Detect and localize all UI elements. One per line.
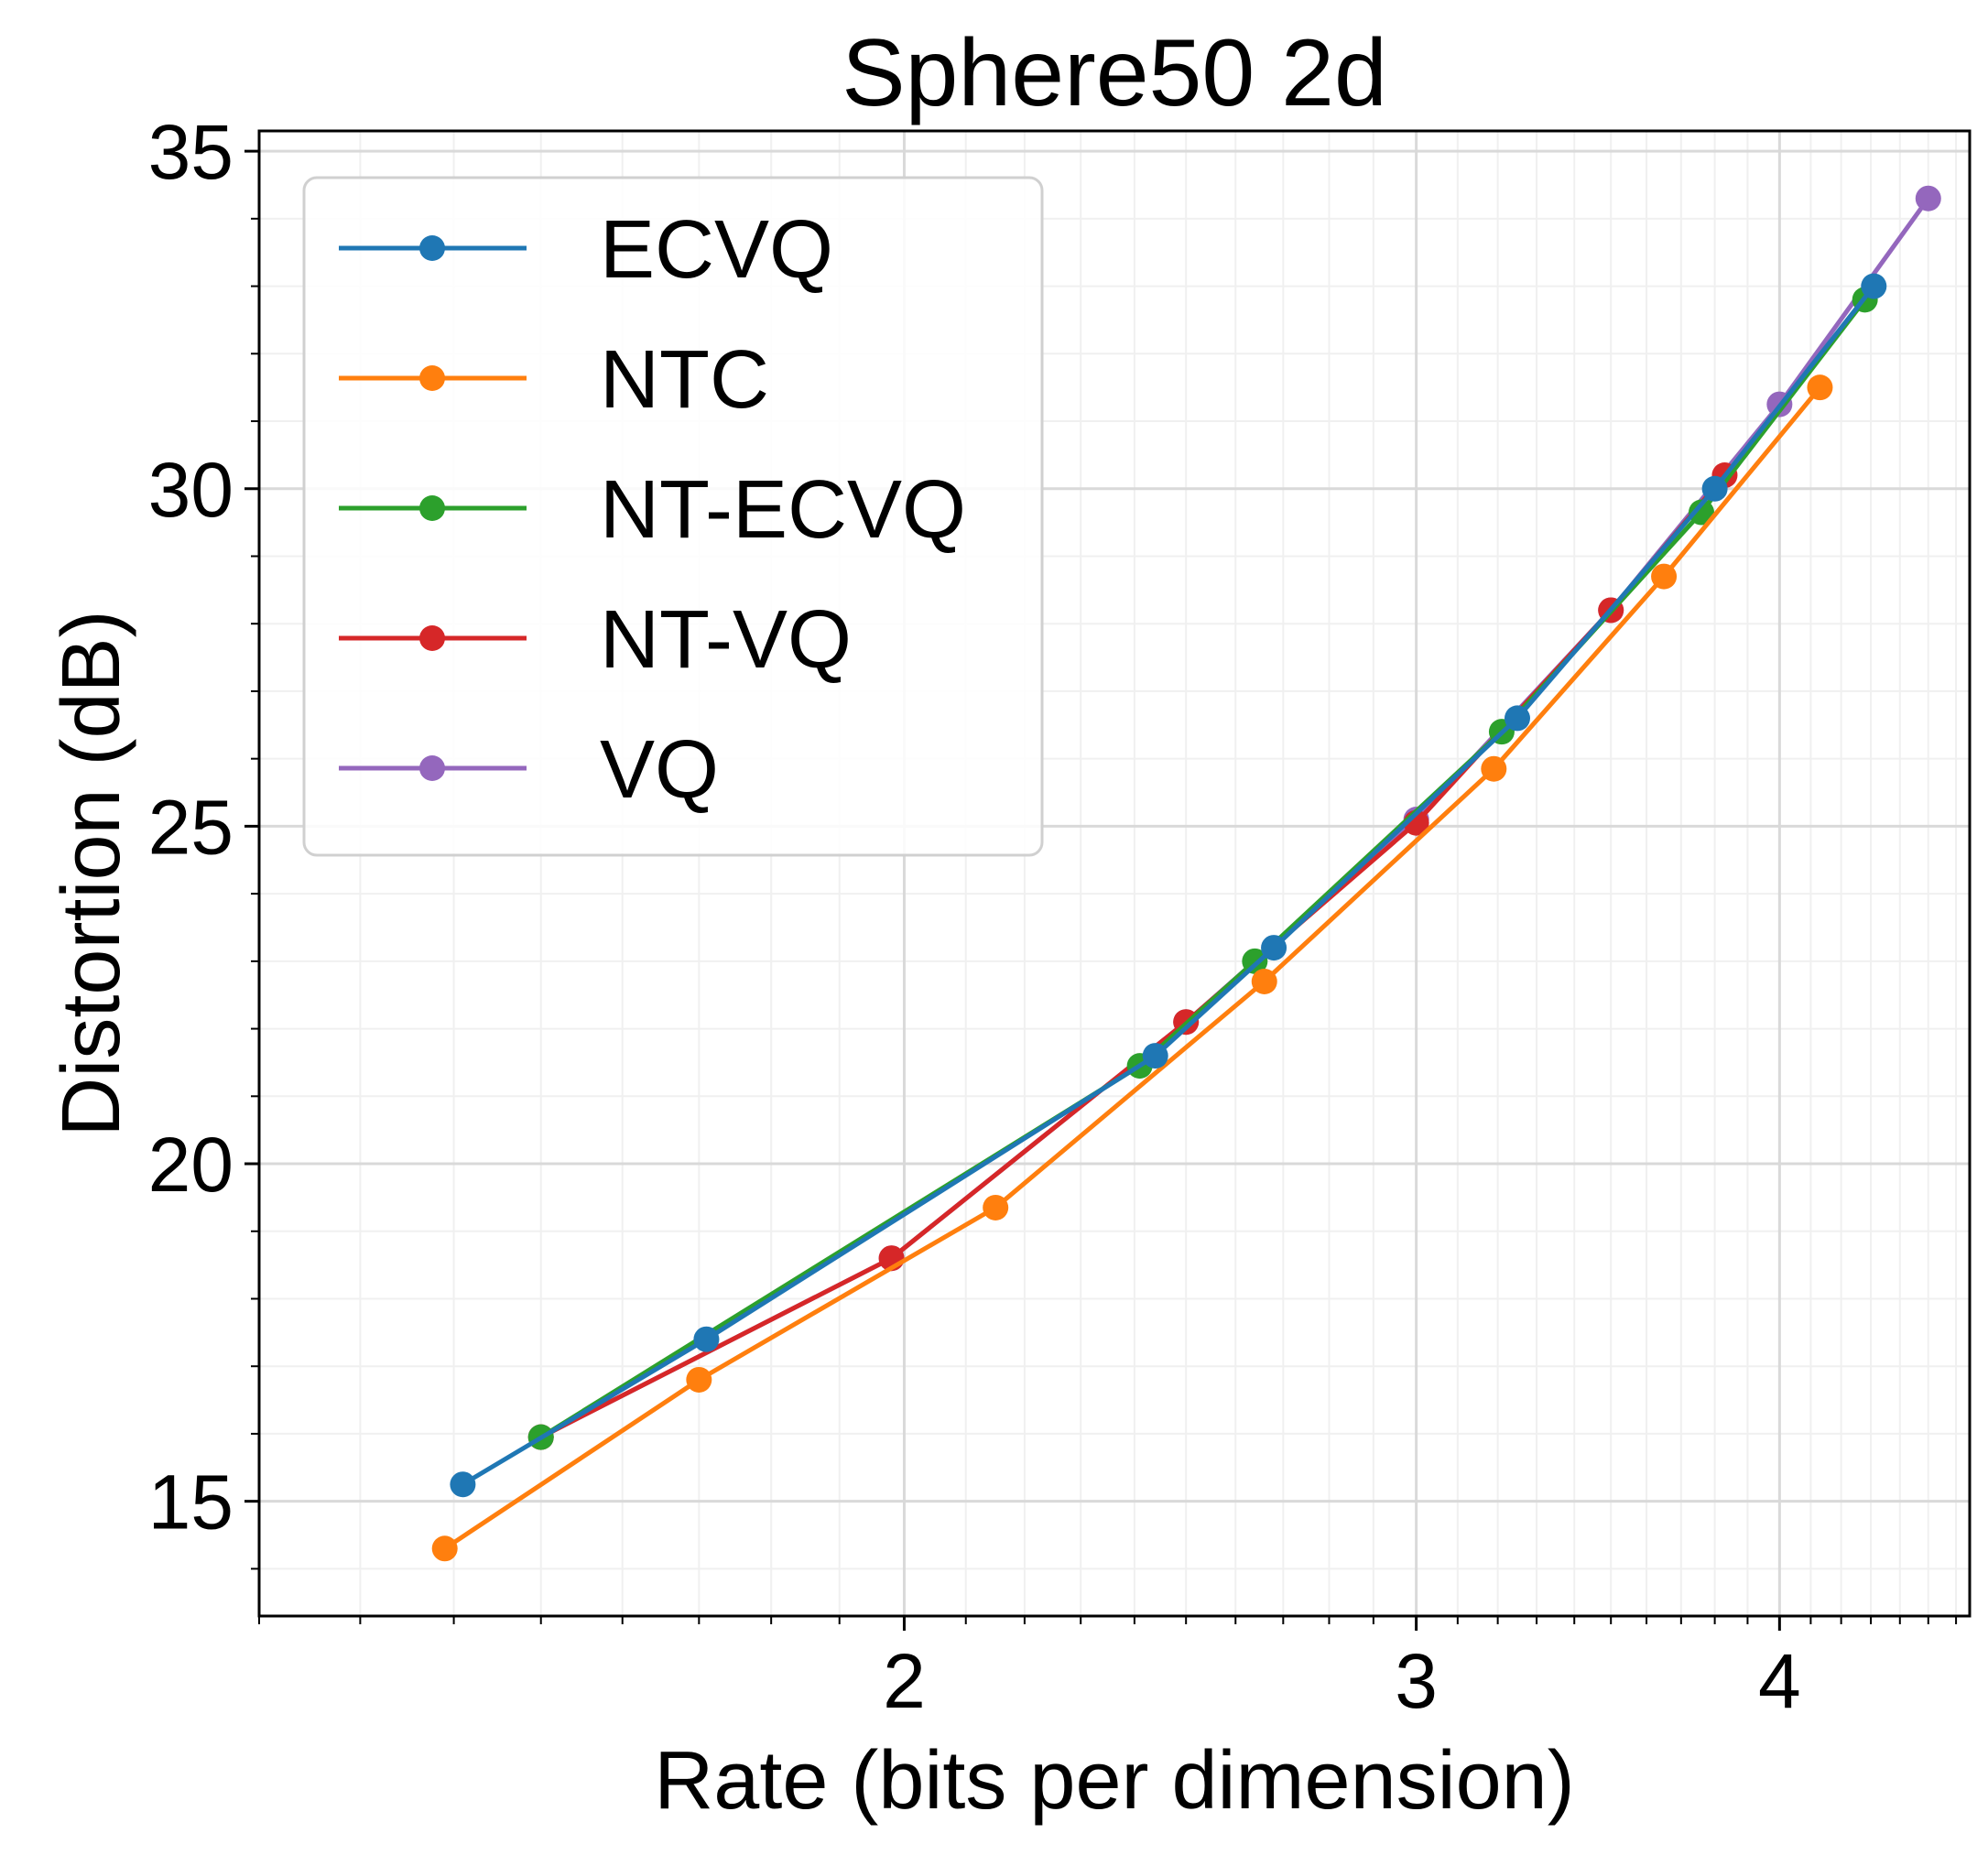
legend-label: NTC (600, 334, 769, 426)
x-tick-label: 3 (1395, 1638, 1438, 1724)
legend-box (302, 176, 1044, 857)
plot-frame (257, 129, 1972, 1618)
legend-item-nt-ecvq: NT-ECVQ (339, 464, 966, 556)
data-point (1701, 475, 1728, 502)
series-ecvq (450, 273, 1887, 1498)
data-point (1251, 968, 1277, 994)
legend-label: NT-VQ (600, 594, 852, 686)
legend-label: ECVQ (600, 204, 833, 296)
legend-item-nt-vq: NT-VQ (339, 594, 852, 686)
legend-item-vq: VQ (339, 724, 719, 816)
series-layer (431, 185, 1941, 1562)
legend-marker (419, 495, 445, 521)
legend-label: VQ (600, 724, 719, 816)
data-point (693, 1326, 720, 1352)
chart-title: Sphere50 2d (842, 20, 1387, 126)
y-tick-label: 35 (148, 109, 234, 195)
data-point (1261, 935, 1287, 961)
data-point (450, 1471, 476, 1498)
data-point (1505, 705, 1531, 732)
axis-ticks (244, 149, 1958, 1631)
y-axis-label: Distortion (dB) (46, 610, 137, 1136)
data-point (686, 1366, 712, 1393)
data-point (983, 1194, 1009, 1220)
legend-item-ntc: NTC (339, 334, 769, 426)
legend-marker (419, 235, 445, 261)
data-point (1915, 185, 1941, 212)
data-point (1861, 273, 1887, 299)
legend-label: NT-ECVQ (600, 464, 966, 556)
y-tick-label: 30 (148, 447, 234, 533)
y-tick-label: 15 (148, 1459, 234, 1546)
legend-item-ecvq: ECVQ (339, 204, 833, 296)
y-tick-label: 20 (148, 1122, 234, 1208)
data-point (431, 1535, 458, 1562)
x-tick-label: 4 (1758, 1638, 1801, 1724)
data-point (1651, 563, 1678, 590)
legend: ECVQ NTC NT-ECVQ NT-VQ VQ (302, 176, 1044, 857)
x-axis-label: Rate (bits per dimension) (654, 1735, 1574, 1827)
x-tick-label: 2 (883, 1638, 926, 1724)
legend-marker (419, 625, 445, 651)
data-point (1807, 374, 1833, 401)
data-point (1142, 1043, 1168, 1069)
tick-labels: 2 3 4 15 20 25 30 35 (148, 109, 1801, 1724)
data-point (1689, 499, 1715, 526)
data-point (1481, 755, 1507, 782)
legend-marker (419, 755, 445, 781)
series-ntc (431, 374, 1833, 1562)
y-tick-label: 25 (148, 784, 234, 870)
data-point (1242, 948, 1268, 974)
legend-marker (419, 365, 445, 391)
